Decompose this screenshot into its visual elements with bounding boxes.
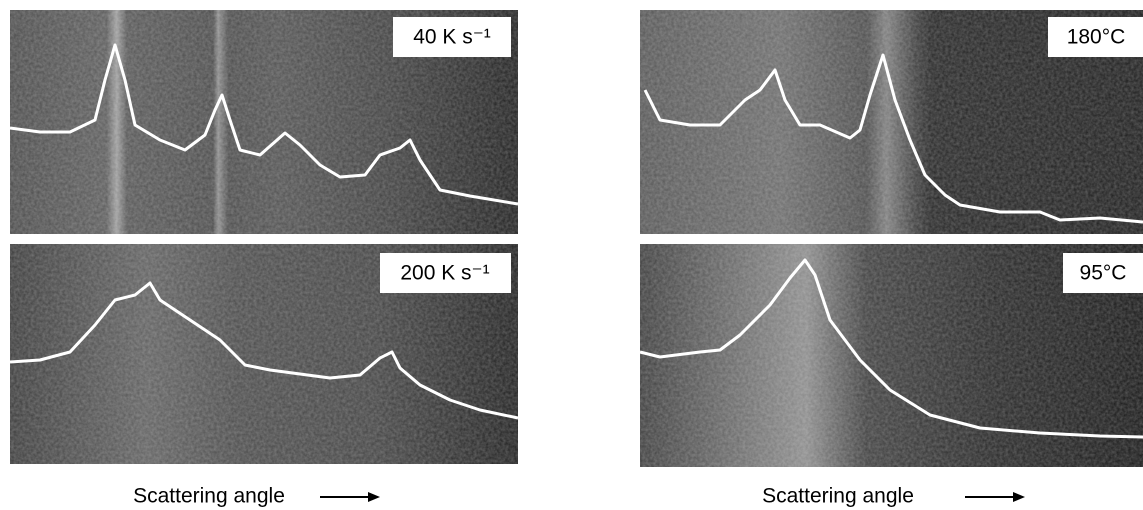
- panel-label: 40 K s⁻¹: [413, 26, 491, 49]
- arrowhead: [1013, 492, 1025, 502]
- profile: [639, 258, 1143, 439]
- arrowhead: [368, 492, 380, 502]
- panel: 200 K s⁻¹: [9, 244, 519, 464]
- panel-label: 180°C: [1067, 26, 1126, 49]
- label-box: [1048, 17, 1143, 57]
- label-box: [1063, 253, 1143, 293]
- profile: [9, 281, 519, 420]
- panel: 40 K s⁻¹: [9, 10, 519, 234]
- panel: 95°C: [639, 244, 1143, 467]
- label-box: [380, 253, 511, 293]
- axis-label: Scattering angle: [133, 485, 285, 508]
- noise: [640, 244, 1143, 467]
- profile: [643, 53, 1143, 224]
- axis-label: Scattering angle: [762, 485, 914, 508]
- panel-label: 200 K s⁻¹: [400, 262, 489, 285]
- panel-label: 95°C: [1080, 262, 1127, 285]
- panel: 180°C: [640, 10, 1143, 234]
- profile: [9, 43, 519, 206]
- label-box: [393, 17, 511, 57]
